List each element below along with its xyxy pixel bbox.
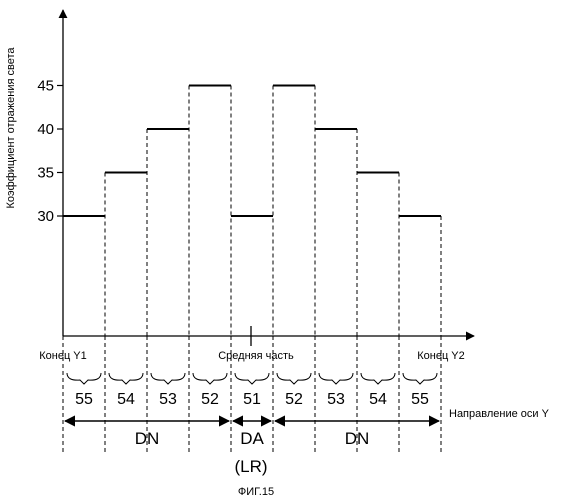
middle-label: Средняя часть (218, 350, 294, 362)
segment-brace (109, 373, 143, 384)
segment-label: 54 (369, 391, 387, 408)
region-label: DA (240, 429, 264, 448)
segment-label: 55 (75, 391, 93, 408)
right-end-label: Конец Y2 (417, 350, 465, 362)
segment-label: 52 (285, 391, 303, 408)
y-tick-label: 35 (37, 165, 54, 182)
segment-brace (361, 373, 395, 384)
segment-label: 53 (159, 391, 177, 408)
sub-label: (LR) (234, 457, 267, 476)
figure-caption: ФИГ.15 (238, 486, 274, 498)
y-tick-label: 40 (37, 121, 54, 138)
segment-label: 55 (411, 391, 429, 408)
segment-brace (235, 373, 269, 384)
y-tick-label: 45 (37, 78, 54, 95)
segment-label: 53 (327, 391, 345, 408)
segment-label: 51 (243, 391, 261, 408)
axis-direction-label: Направление оси Y (449, 408, 550, 420)
segment-brace (277, 373, 311, 384)
segment-brace (151, 373, 185, 384)
segment-label: 54 (117, 391, 135, 408)
segment-brace (319, 373, 353, 384)
segment-brace (403, 373, 437, 384)
left-end-label: Конец Y1 (39, 350, 87, 362)
segment-brace (193, 373, 227, 384)
region-label: DN (345, 429, 370, 448)
segment-label: 52 (201, 391, 219, 408)
y-axis-label: Коэффициент отражения света (5, 47, 17, 209)
segment-brace (67, 373, 101, 384)
region-label: DN (135, 429, 160, 448)
y-tick-label: 30 (37, 208, 54, 225)
